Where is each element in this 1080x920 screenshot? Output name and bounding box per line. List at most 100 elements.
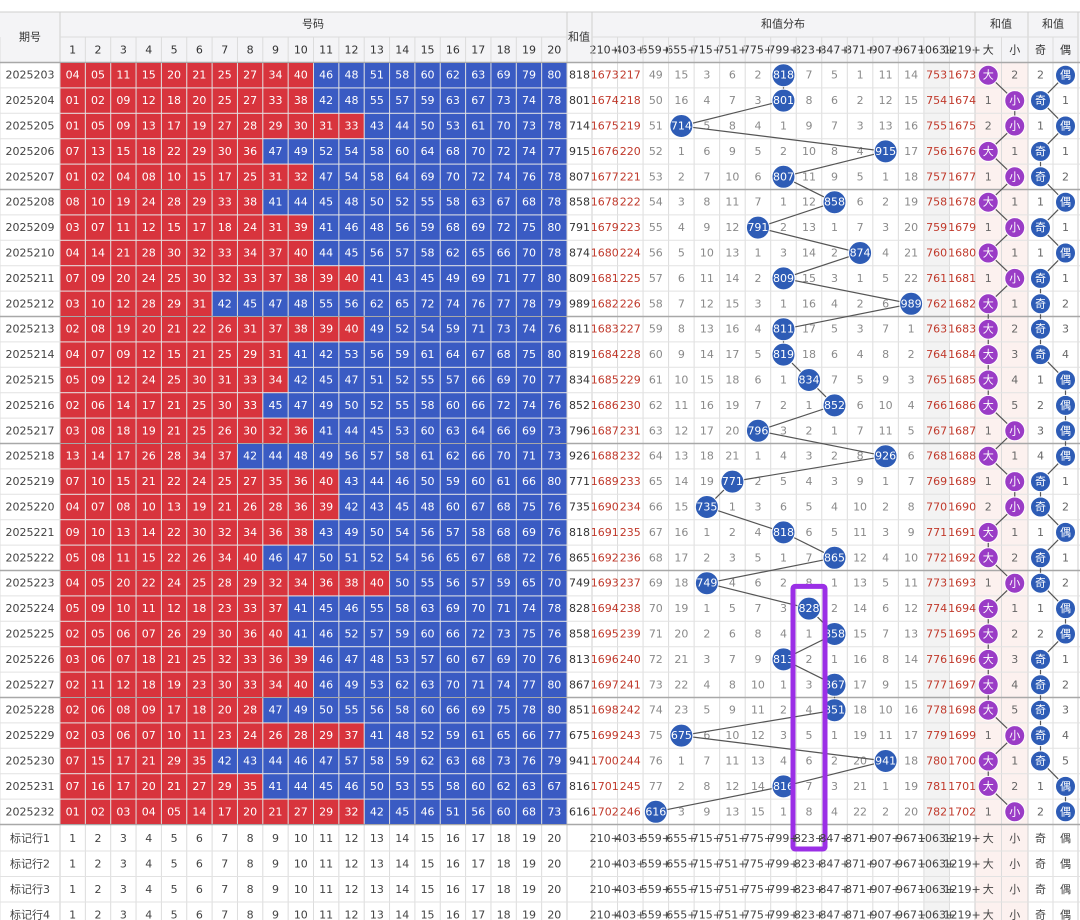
number: 66 <box>471 374 485 387</box>
footer-distribution-label: 823+ <box>794 908 824 920</box>
number-cell <box>542 698 567 723</box>
number: 03 <box>66 297 80 310</box>
omission: 13 <box>904 628 918 641</box>
omission: 50 <box>649 94 663 107</box>
number-cell <box>288 240 313 266</box>
number: 54 <box>345 145 359 158</box>
odd-even-marker <box>1030 318 1051 340</box>
number: 42 <box>319 94 333 107</box>
omission: 239 <box>620 628 641 641</box>
omission: 1677 <box>948 170 976 183</box>
number-cell <box>415 215 440 240</box>
number-cell <box>237 190 263 215</box>
omission: 21 <box>904 247 918 260</box>
number-cell <box>390 520 415 545</box>
number-cell <box>187 190 212 215</box>
footer-number-label: 20 <box>547 857 561 870</box>
distribution-column-label: 559+ <box>641 44 671 57</box>
number: 76 <box>547 399 561 412</box>
omission: 8 <box>831 145 838 158</box>
period: 2025213 <box>6 323 55 336</box>
omission: 3 <box>780 424 787 437</box>
number-cell <box>339 240 364 266</box>
number: 36 <box>294 501 308 514</box>
number-cell <box>542 215 567 240</box>
omission: 1700 <box>948 755 976 768</box>
omission: 12 <box>700 297 714 310</box>
omission: 776 <box>926 653 947 666</box>
number: 22 <box>142 577 156 590</box>
number: 33 <box>243 272 257 285</box>
big-small-marker-label: 大 <box>983 322 994 336</box>
odd-even-column-label: 奇 <box>1035 44 1046 57</box>
number: 02 <box>66 323 80 336</box>
number: 14 <box>142 526 156 539</box>
big-small-marker-label: 小 <box>1009 272 1020 285</box>
number-cell <box>263 444 288 469</box>
number-cell <box>85 494 111 520</box>
number-cell <box>364 596 390 621</box>
number: 02 <box>66 704 80 717</box>
number-cell <box>85 774 111 799</box>
omission: 245 <box>620 780 641 793</box>
number-cell <box>187 215 212 240</box>
omission: 6 <box>857 399 864 412</box>
number: 77 <box>547 145 561 158</box>
number: 52 <box>421 729 435 742</box>
number-cell <box>263 672 288 697</box>
number-cell <box>542 799 567 824</box>
omission: 15 <box>725 297 739 310</box>
number: 29 <box>192 145 206 158</box>
number-cell <box>466 190 491 215</box>
sum: 915 <box>569 145 590 158</box>
number-cell <box>390 545 415 570</box>
omission: 1 <box>703 526 710 539</box>
omission: 15 <box>674 501 688 514</box>
number: 73 <box>522 120 536 133</box>
number-cell <box>136 596 161 621</box>
period: 2025225 <box>6 628 55 641</box>
number: 76 <box>547 628 561 641</box>
number-cell <box>339 545 364 570</box>
number: 67 <box>471 348 485 361</box>
number-cell <box>85 291 111 316</box>
number: 54 <box>395 526 409 539</box>
number-cell <box>212 164 237 189</box>
omission: 8 <box>882 653 889 666</box>
number: 73 <box>497 628 511 641</box>
omission: 1 <box>754 247 761 260</box>
number-cell <box>516 672 542 697</box>
omission: 1674 <box>948 94 976 107</box>
number-cell <box>466 444 491 469</box>
number-column-label: 19 <box>522 44 536 57</box>
number-cell <box>314 723 339 748</box>
omission: 1701 <box>948 780 976 793</box>
number-cell <box>85 266 111 291</box>
omission: 1 <box>780 374 787 387</box>
number-cell <box>212 418 237 443</box>
omission: 2 <box>831 755 838 768</box>
number: 31 <box>218 374 232 387</box>
big-small-marker-label: 大 <box>983 195 994 209</box>
number: 49 <box>294 145 308 158</box>
number: 11 <box>192 729 206 742</box>
omission: 217 <box>620 69 641 82</box>
omission: 73 <box>649 678 663 691</box>
number-cell <box>314 748 339 774</box>
big-small-marker-label: 大 <box>983 779 994 793</box>
omission: 8 <box>729 678 736 691</box>
number-cell <box>212 291 237 316</box>
odd-even-omission: 2 <box>1062 297 1069 310</box>
number-cell <box>390 215 415 240</box>
number: 47 <box>294 551 308 564</box>
footer-distribution-label: 403+ <box>615 883 645 896</box>
omission: 777 <box>926 678 947 691</box>
omission: 1689 <box>948 475 976 488</box>
omission: 1 <box>754 450 761 463</box>
number: 80 <box>547 475 561 488</box>
odd-even-column-label: 偶 <box>1060 44 1071 57</box>
number: 72 <box>497 145 511 158</box>
hit-marker <box>720 469 745 494</box>
omission: 1 <box>831 221 838 234</box>
number-cell <box>364 291 390 316</box>
